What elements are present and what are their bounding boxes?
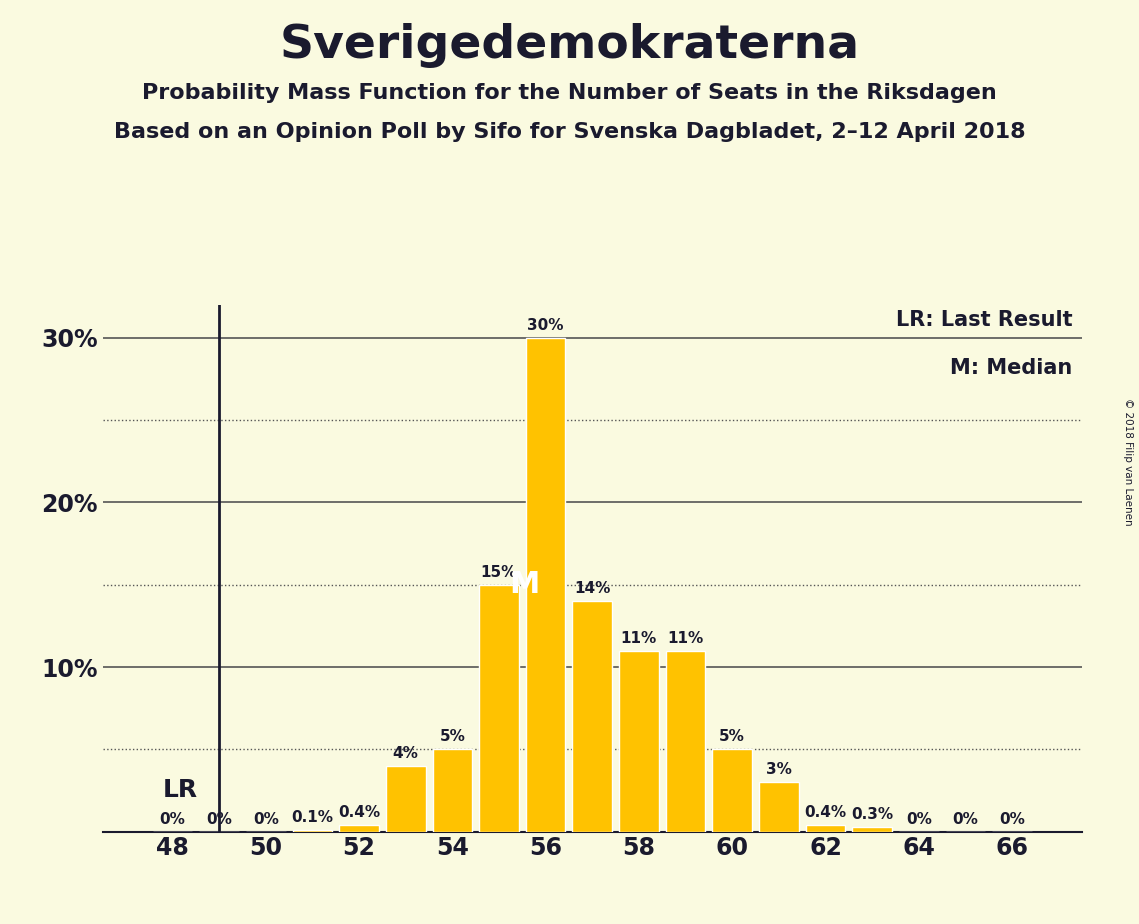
- Text: 0%: 0%: [159, 811, 186, 827]
- Text: M: Median: M: Median: [950, 358, 1072, 378]
- Text: M: M: [509, 570, 540, 600]
- Text: LR: Last Result: LR: Last Result: [895, 310, 1072, 330]
- Text: 11%: 11%: [667, 630, 704, 646]
- Bar: [339, 825, 379, 832]
- Text: 5%: 5%: [440, 729, 466, 745]
- Text: 0.1%: 0.1%: [292, 810, 334, 825]
- Text: LR: LR: [163, 778, 198, 802]
- Bar: [480, 585, 519, 832]
- Bar: [666, 650, 705, 832]
- Text: 0%: 0%: [906, 811, 932, 827]
- Bar: [620, 650, 658, 832]
- Text: 0%: 0%: [999, 811, 1025, 827]
- Text: Based on an Opinion Poll by Sifo for Svenska Dagbladet, 2–12 April 2018: Based on an Opinion Poll by Sifo for Sve…: [114, 122, 1025, 142]
- Text: 3%: 3%: [765, 762, 792, 777]
- Text: 0.4%: 0.4%: [338, 805, 380, 821]
- Text: Sverigedemokraterna: Sverigedemokraterna: [279, 23, 860, 68]
- Bar: [852, 827, 892, 832]
- Text: 0%: 0%: [253, 811, 279, 827]
- Text: 0%: 0%: [206, 811, 232, 827]
- Bar: [712, 749, 752, 832]
- Text: Probability Mass Function for the Number of Seats in the Riksdagen: Probability Mass Function for the Number…: [142, 83, 997, 103]
- Text: 0.4%: 0.4%: [804, 805, 846, 821]
- Text: © 2018 Filip van Laenen: © 2018 Filip van Laenen: [1123, 398, 1133, 526]
- Bar: [805, 825, 845, 832]
- Text: 0.3%: 0.3%: [851, 807, 893, 821]
- Text: 15%: 15%: [481, 565, 517, 579]
- Bar: [293, 830, 333, 832]
- Text: 5%: 5%: [719, 729, 745, 745]
- Bar: [759, 783, 798, 832]
- Text: 0%: 0%: [952, 811, 978, 827]
- Bar: [573, 602, 612, 832]
- Bar: [433, 749, 473, 832]
- Text: 30%: 30%: [527, 318, 564, 333]
- Bar: [526, 338, 565, 832]
- Bar: [386, 766, 426, 832]
- Text: 4%: 4%: [393, 746, 419, 760]
- Text: 11%: 11%: [621, 630, 657, 646]
- Text: 14%: 14%: [574, 581, 611, 596]
